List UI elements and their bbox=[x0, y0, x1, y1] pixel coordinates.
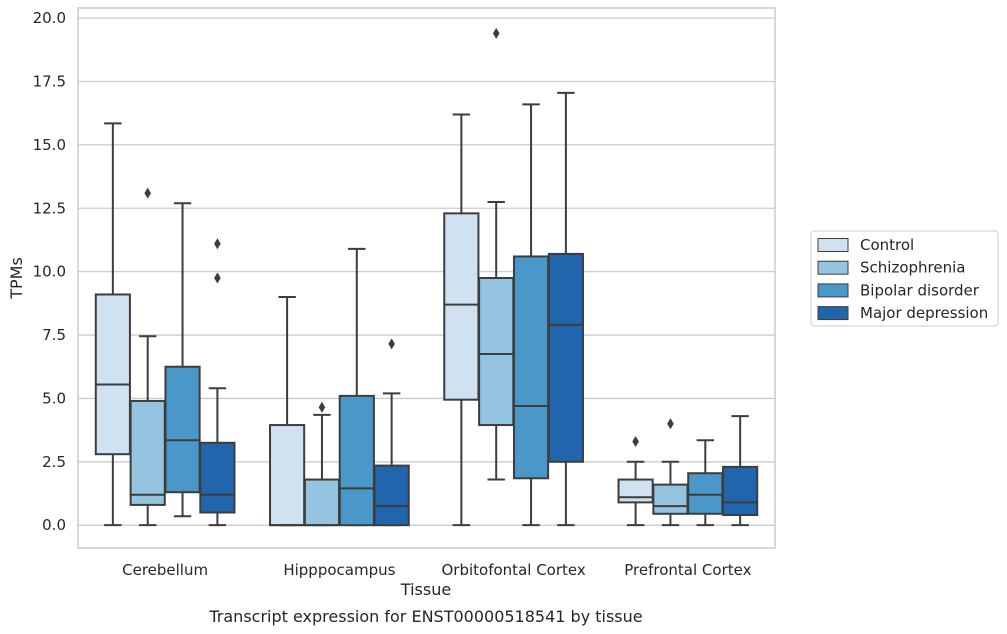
x-tick-label: Orbitofontal Cortex bbox=[442, 561, 586, 579]
x-tick-label: Prefrontal Cortex bbox=[624, 561, 751, 579]
x-tick-label: Hipppocampus bbox=[283, 561, 395, 579]
box-3-2 bbox=[547, 91, 584, 527]
box-rect bbox=[722, 465, 759, 517]
legend-label: Schizophrenia bbox=[860, 259, 965, 277]
box-0-2 bbox=[443, 113, 480, 527]
legend-swatch bbox=[817, 283, 849, 298]
box-2-2 bbox=[512, 103, 550, 527]
plot-area bbox=[77, 7, 776, 549]
box-rect bbox=[373, 464, 410, 527]
box-rect bbox=[547, 252, 584, 463]
box-rect bbox=[199, 441, 236, 514]
outlier-point bbox=[632, 436, 639, 448]
x-tick-label: Cerebellum bbox=[122, 561, 208, 579]
chart-caption: Transcript expression for ENST0000051854… bbox=[208, 607, 642, 626]
y-tick-label: 10.0 bbox=[33, 263, 66, 281]
box-rect bbox=[687, 472, 724, 515]
box-rect bbox=[129, 399, 166, 506]
y-tick-labels: 0.0 2.5 5.0 7.5 10.0 12.5 15.0 17.5 20.0 bbox=[33, 9, 66, 534]
outlier-point bbox=[388, 338, 395, 350]
box-2-1 bbox=[338, 247, 375, 527]
y-tick-label: 17.5 bbox=[33, 73, 66, 91]
y-tick-label: 2.5 bbox=[42, 453, 66, 471]
legend: Control Schizophrenia Bipolar disorder Majo… bbox=[810, 230, 999, 327]
outlier-point bbox=[492, 27, 500, 39]
legend-frame bbox=[810, 230, 999, 327]
y-tick-label: 5.0 bbox=[42, 389, 66, 407]
box-0-1 bbox=[269, 296, 306, 527]
outlier-point bbox=[214, 238, 221, 250]
y-axis-label: TPMs bbox=[7, 257, 26, 300]
y-tick-label: 20.0 bbox=[33, 9, 66, 27]
y-tick-label: 7.5 bbox=[42, 326, 66, 344]
box-rect bbox=[617, 478, 654, 504]
box-rect bbox=[269, 424, 306, 527]
outlier-point bbox=[318, 401, 326, 413]
box-1-2 bbox=[478, 27, 515, 481]
y-tick-label: 15.0 bbox=[33, 136, 66, 154]
legend-item: Schizophrenia bbox=[817, 259, 965, 277]
box-rect bbox=[478, 277, 515, 427]
box-2-0 bbox=[164, 202, 201, 518]
plot-frame bbox=[77, 7, 776, 549]
box-3-3 bbox=[722, 415, 759, 527]
y-tick-label: 12.5 bbox=[33, 199, 66, 217]
box-rect bbox=[443, 212, 480, 401]
legend-item: Bipolar disorder bbox=[817, 281, 980, 299]
box-rect bbox=[338, 394, 375, 527]
legend-label: Control bbox=[860, 236, 914, 254]
legend-label: Bipolar disorder bbox=[860, 281, 980, 299]
boxes bbox=[94, 27, 759, 527]
outlier-point bbox=[144, 187, 151, 199]
box-3-1 bbox=[373, 338, 410, 527]
legend-swatch bbox=[817, 260, 849, 275]
outlier-point bbox=[214, 272, 221, 284]
x-tick-labels: Cerebellum Hipppocampus Orbitofontal Corte… bbox=[122, 561, 751, 579]
legend-item: Control bbox=[817, 236, 914, 254]
box-0-0 bbox=[94, 122, 131, 527]
legend-swatch bbox=[817, 306, 849, 321]
box-3-0 bbox=[199, 238, 236, 527]
box-1-3 bbox=[652, 418, 689, 527]
box-rect bbox=[94, 293, 131, 456]
y-tick-label: 0.0 bbox=[42, 516, 66, 534]
legend-label: Major depression bbox=[860, 304, 988, 322]
x-axis-label: Tissue bbox=[400, 580, 451, 599]
legend-item: Major depression bbox=[817, 304, 988, 322]
outlier-point bbox=[667, 418, 674, 430]
legend-swatch bbox=[817, 238, 849, 252]
box-rect bbox=[303, 478, 341, 527]
box-rect bbox=[512, 255, 550, 480]
box-rect bbox=[652, 483, 689, 515]
box-rect bbox=[164, 365, 201, 494]
